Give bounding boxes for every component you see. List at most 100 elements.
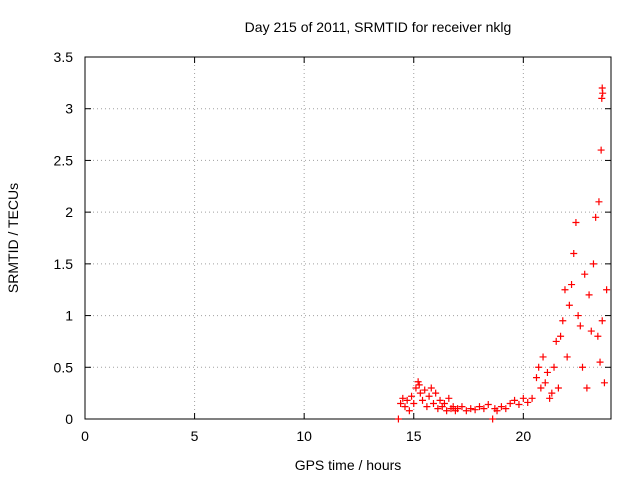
data-point (576, 322, 584, 330)
data-point (559, 317, 567, 325)
data-point (410, 399, 418, 407)
data-point (596, 358, 604, 366)
data-point (594, 332, 602, 340)
data-point (434, 405, 442, 413)
x-tick-label: 0 (81, 428, 89, 444)
data-point (399, 394, 407, 402)
data-point (471, 406, 479, 414)
data-point (419, 396, 427, 404)
data-point (570, 250, 578, 258)
data-point (408, 392, 416, 400)
data-point (511, 396, 519, 404)
data-point (506, 399, 514, 407)
y-axis: 0 0.5 1 1.5 2 2.5 3 3.5 (54, 49, 611, 427)
data-point (595, 198, 603, 206)
y-tick-label: 3.5 (54, 49, 74, 65)
data-point (421, 386, 429, 394)
y-tick-label: 0.5 (54, 359, 74, 375)
x-tick-label: 5 (191, 428, 199, 444)
data-point (585, 291, 593, 299)
data-point (592, 213, 600, 221)
data-point (524, 398, 532, 406)
plot-frame (84, 56, 612, 420)
data-point (480, 405, 488, 413)
data-point (541, 379, 549, 387)
x-tick-label: 15 (406, 428, 422, 444)
data-point (515, 401, 523, 409)
data-point (597, 146, 605, 154)
data-point (458, 403, 466, 411)
data-point (546, 394, 554, 402)
data-point (497, 403, 505, 411)
data-point (589, 260, 597, 268)
data-point (563, 353, 571, 361)
x-axis: 0 5 10 15 20 (81, 57, 531, 444)
grid-lines (85, 57, 611, 419)
data-point (574, 312, 582, 320)
data-point (600, 379, 608, 387)
data-point (532, 374, 540, 382)
data-point (603, 286, 611, 294)
data-point (579, 363, 587, 371)
data-point (599, 89, 607, 97)
data-point (425, 392, 433, 400)
data-point (528, 394, 536, 402)
data-point (429, 399, 437, 407)
data-point (449, 403, 457, 411)
data-point (493, 407, 501, 415)
data-point (552, 337, 560, 345)
data-point (581, 270, 589, 278)
data-point (557, 332, 565, 340)
data-point (484, 401, 492, 409)
data-point (401, 403, 409, 411)
data-point (427, 384, 435, 392)
y-tick-label: 3 (65, 101, 73, 117)
y-tick-label: 1 (65, 308, 73, 324)
y-tick-label: 0 (65, 411, 73, 427)
data-point (403, 396, 411, 404)
data-point (539, 353, 547, 361)
data-point (502, 405, 510, 413)
data-point (598, 94, 606, 102)
data-point (561, 286, 569, 294)
data-point (416, 389, 424, 397)
y-tick-label: 2.5 (54, 152, 74, 168)
data-point (436, 396, 444, 404)
x-tick-label: 10 (296, 428, 312, 444)
data-points (394, 84, 611, 423)
data-point (519, 394, 527, 402)
data-point (550, 363, 558, 371)
data-point (440, 399, 448, 407)
data-point (423, 403, 431, 411)
data-point (445, 394, 453, 402)
data-point (554, 384, 562, 392)
data-point (412, 384, 420, 392)
data-point (454, 405, 462, 413)
data-point (583, 384, 591, 392)
data-point (587, 327, 595, 335)
data-point (572, 218, 580, 226)
y-tick-label: 2 (65, 204, 73, 220)
data-point (432, 389, 440, 397)
data-point (462, 407, 470, 415)
y-axis-label: SRMTID / TECUs (5, 183, 21, 293)
data-point (414, 378, 422, 386)
data-point (415, 381, 423, 389)
x-axis-label: GPS time / hours (295, 457, 402, 473)
data-point (548, 389, 556, 397)
x-tick-label: 20 (516, 428, 532, 444)
data-point (394, 415, 402, 423)
data-point (565, 301, 573, 309)
data-point (476, 403, 483, 411)
data-point (467, 405, 475, 413)
data-point (535, 363, 543, 371)
data-point (537, 384, 545, 392)
data-point (405, 407, 413, 415)
y-tick-label: 1.5 (54, 256, 74, 272)
data-point (443, 407, 451, 415)
data-point (568, 281, 576, 289)
data-point (397, 399, 405, 407)
data-point (543, 368, 551, 376)
data-point (489, 415, 497, 423)
